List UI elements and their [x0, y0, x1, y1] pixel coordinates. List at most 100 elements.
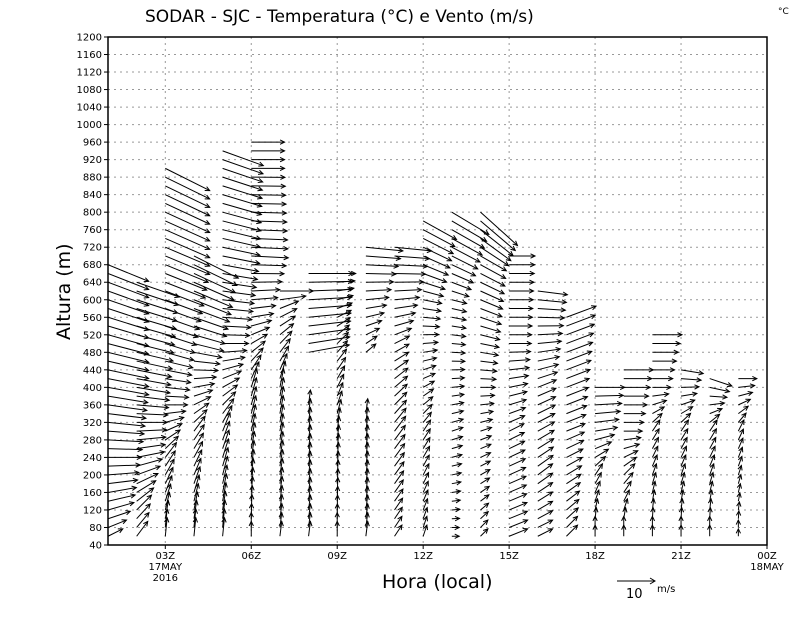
vector-shaft — [336, 317, 351, 327]
wind-vector — [136, 511, 150, 528]
vector-arrowhead — [195, 474, 201, 481]
x-tick-label: 15Z — [499, 551, 519, 562]
wind-vector — [537, 404, 557, 415]
wind-vector — [222, 332, 251, 339]
vector-arrowhead — [752, 375, 758, 382]
vector-arrowhead — [216, 354, 223, 360]
wind-vector — [594, 462, 604, 476]
corner-unit-label: °C — [778, 7, 789, 17]
vector-arrowhead — [282, 352, 288, 359]
vector-shaft — [394, 416, 407, 432]
x-tick-label: 03Z — [156, 551, 176, 562]
vector-shaft — [537, 340, 562, 345]
vector-arrowhead — [224, 446, 230, 453]
wind-vector — [595, 384, 626, 390]
vector-shaft — [566, 396, 588, 406]
wind-vector — [422, 380, 436, 388]
vector-arrowhead — [457, 435, 464, 441]
wind-vector — [165, 409, 187, 415]
wind-vector — [537, 371, 559, 380]
y-tick-label: 480 — [83, 348, 102, 359]
vector-shaft — [594, 434, 615, 441]
vector-shaft — [365, 296, 389, 301]
vector-shaft — [136, 512, 150, 528]
vector-arrowhead — [256, 354, 262, 361]
vector-shaft — [480, 502, 489, 511]
vector-shaft — [279, 295, 306, 301]
wind-vector — [336, 331, 350, 344]
wind-vector — [709, 436, 717, 449]
vector-arrowhead — [166, 373, 173, 379]
vector-arrowhead — [270, 303, 277, 309]
vector-arrowhead — [520, 406, 527, 412]
vector-arrowhead — [399, 451, 405, 458]
vector-arrowhead — [497, 304, 504, 310]
wind-vector — [566, 456, 584, 467]
vector-shaft — [651, 463, 657, 476]
wind-vector — [537, 315, 566, 321]
wind-vector — [108, 378, 150, 389]
vector-shaft — [451, 351, 466, 354]
wind-vector — [165, 402, 189, 408]
vector-shaft — [222, 194, 262, 207]
vector-arrowhead — [448, 249, 455, 255]
wind-vector — [307, 520, 313, 537]
wind-vector — [480, 299, 504, 310]
vector-arrowhead — [548, 446, 555, 452]
vector-arrowhead — [187, 364, 194, 370]
wind-vector — [537, 379, 558, 388]
wind-vector — [108, 519, 128, 528]
wind-vector — [652, 358, 678, 364]
wind-vector — [737, 464, 743, 476]
vector-shaft — [193, 466, 201, 484]
vector-arrowhead — [547, 481, 554, 488]
vector-shaft — [394, 497, 404, 511]
wind-vector — [738, 375, 758, 382]
vector-arrowhead — [561, 299, 568, 305]
vector-shaft — [508, 399, 527, 406]
wind-vector — [278, 520, 284, 537]
vector-shaft — [308, 451, 311, 467]
vector-shaft — [222, 185, 263, 199]
vector-shaft — [422, 498, 429, 511]
vector-arrowhead — [197, 448, 203, 456]
y-tick-label: 960 — [83, 138, 102, 149]
vector-arrowhead — [402, 375, 409, 382]
wind-vector — [165, 273, 208, 291]
wind-vector — [679, 488, 685, 502]
vector-arrowhead — [426, 411, 433, 418]
vector-shaft — [222, 377, 240, 388]
vector-shaft — [566, 456, 583, 467]
vector-shaft — [566, 448, 584, 458]
vector-shaft — [136, 503, 151, 520]
vector-arrowhead — [645, 384, 652, 390]
vector-arrowhead — [344, 335, 351, 341]
vector-arrowhead — [460, 350, 467, 356]
wind-vector — [508, 449, 526, 458]
wind-vector — [251, 319, 273, 327]
vector-arrowhead — [282, 219, 288, 225]
vector-arrowhead — [629, 463, 636, 469]
vector-shaft — [566, 431, 585, 441]
vector-arrowhead — [708, 488, 714, 496]
vector-shaft — [279, 330, 293, 344]
vector-arrowhead — [204, 261, 211, 267]
vector-shaft — [193, 441, 203, 458]
wind-vector — [193, 381, 216, 388]
vector-shaft — [537, 290, 568, 296]
vector-shaft — [365, 433, 369, 449]
vector-arrowhead — [400, 424, 406, 431]
wind-vector — [480, 401, 495, 407]
wind-vector — [193, 423, 205, 441]
wind-vector — [365, 246, 405, 254]
vector-arrowhead — [584, 377, 591, 383]
wind-vector — [165, 308, 202, 323]
vector-shaft — [737, 447, 743, 458]
wind-vector — [508, 493, 528, 502]
vector-shaft — [537, 348, 561, 353]
wind-vector — [508, 519, 529, 528]
vector-arrowhead — [401, 399, 408, 406]
vector-arrowhead — [522, 510, 529, 516]
vector-arrowhead — [221, 499, 228, 506]
vector-shaft — [623, 489, 630, 502]
